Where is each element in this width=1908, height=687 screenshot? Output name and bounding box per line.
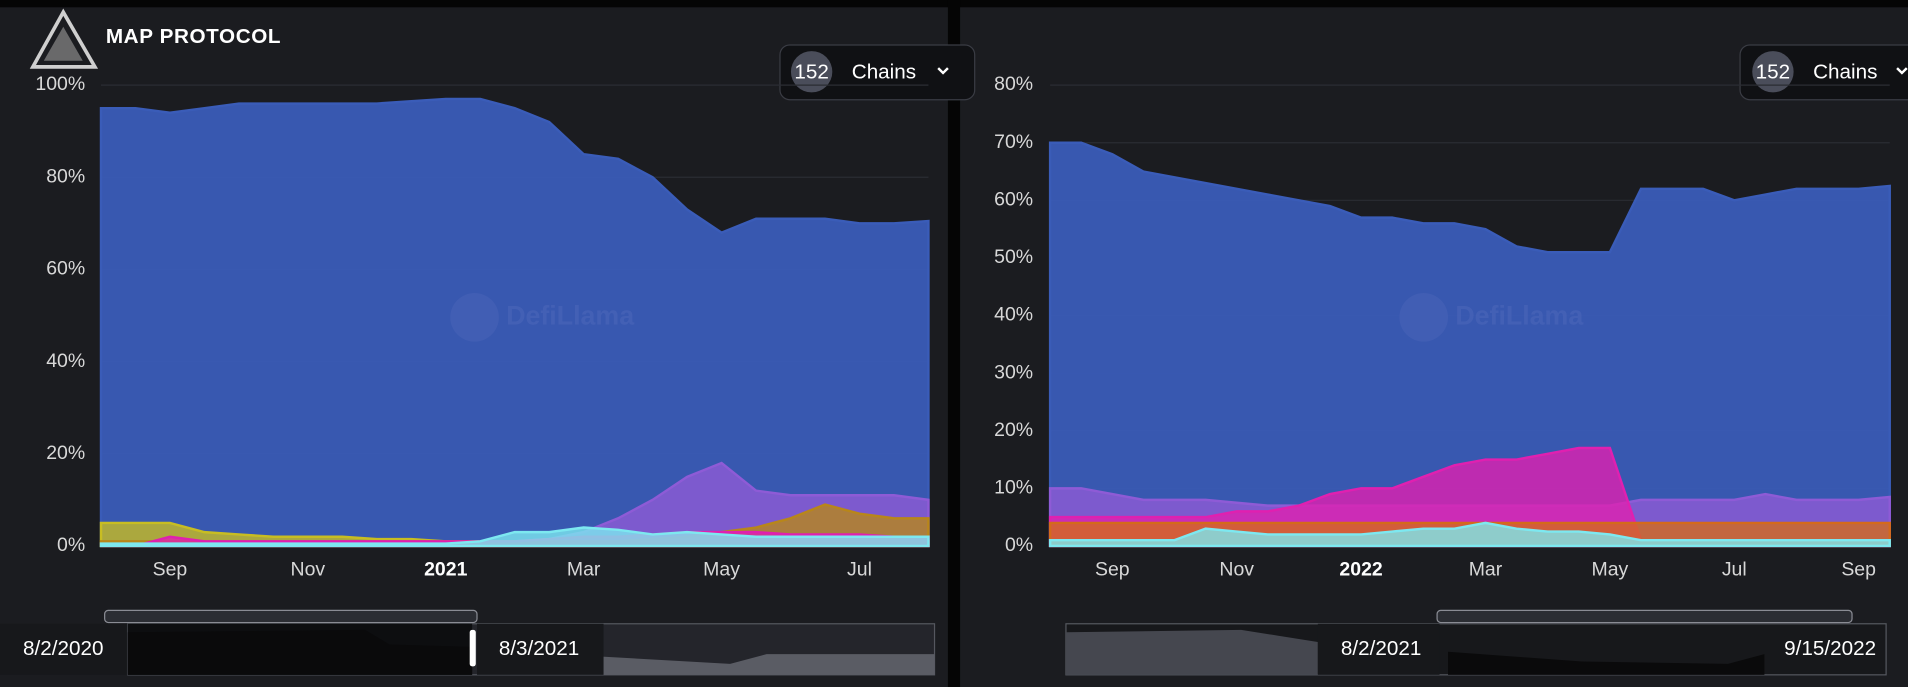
logo-text: MAP PROTOCOL bbox=[106, 25, 281, 48]
y-tick-label: 50% bbox=[994, 246, 1033, 268]
plot bbox=[1048, 141, 1891, 548]
x-tick-label: May bbox=[703, 558, 740, 580]
chevron bbox=[937, 67, 949, 75]
x-tick-label: May bbox=[1591, 558, 1628, 580]
watermark: DefiLlama bbox=[1455, 300, 1584, 330]
x-tick-label: 2022 bbox=[1339, 558, 1382, 580]
range-start: 8/2/2020 bbox=[23, 637, 103, 660]
plot bbox=[99, 97, 930, 548]
x-tick-label: Sep bbox=[1841, 558, 1876, 580]
chain-count: 152 bbox=[1756, 60, 1790, 83]
x-tick-label: Jul bbox=[1722, 558, 1747, 580]
x-tick-label: Sep bbox=[1095, 558, 1130, 580]
chain-selector[interactable]: 152 Chains bbox=[1739, 44, 1908, 101]
x-tick-label: Nov bbox=[291, 558, 326, 580]
range-selector[interactable] bbox=[0, 609, 936, 676]
series-area bbox=[99, 97, 930, 548]
y-tick-label: 60% bbox=[994, 188, 1033, 210]
y-tick-label: 0% bbox=[1005, 534, 1033, 556]
y-tick-label: 10% bbox=[994, 476, 1033, 498]
x-tick-label: Jul bbox=[847, 558, 872, 580]
y-tick-label: 80% bbox=[46, 165, 85, 187]
range-selector[interactable] bbox=[1065, 609, 1887, 676]
y-tick-label: 40% bbox=[994, 304, 1033, 326]
y-tick-label: 40% bbox=[46, 350, 85, 372]
x-tick-label: Nov bbox=[1219, 558, 1254, 580]
series-area bbox=[99, 526, 930, 548]
x-tick-label: Sep bbox=[153, 558, 188, 580]
divider bbox=[947, 0, 961, 687]
y-tick-label: 0% bbox=[57, 534, 85, 556]
logo-icon bbox=[29, 8, 99, 69]
chevron bbox=[1896, 67, 1908, 75]
series-area bbox=[1048, 521, 1891, 548]
y-tick-label: 70% bbox=[994, 131, 1033, 153]
watermark-icon bbox=[450, 293, 499, 342]
chain-selector[interactable]: 152 Chains bbox=[779, 44, 976, 101]
y-tick-label: 80% bbox=[994, 73, 1033, 95]
x-tick-label: Mar bbox=[1469, 558, 1503, 580]
x-tick-label: 2021 bbox=[424, 558, 467, 580]
chain-count: 152 bbox=[794, 60, 828, 83]
watermark-icon bbox=[1399, 293, 1449, 342]
y-tick-label: 60% bbox=[46, 258, 85, 280]
range-start: 8/2/2021 bbox=[1341, 637, 1421, 660]
series-area bbox=[1048, 141, 1891, 548]
y-tick-label: 20% bbox=[994, 419, 1033, 441]
y-tick-label: 20% bbox=[46, 442, 85, 464]
chain-button-label: Chains bbox=[852, 60, 916, 83]
y-tick-label: 30% bbox=[994, 361, 1033, 383]
range-end: 9/15/2022 bbox=[1784, 637, 1876, 660]
y-tick-label: 100% bbox=[35, 73, 85, 95]
range-end: 8/3/2021 bbox=[499, 637, 579, 660]
chain-button-label: Chains bbox=[1813, 60, 1877, 83]
watermark: DefiLlama bbox=[506, 300, 635, 330]
x-tick-label: Mar bbox=[567, 558, 601, 580]
